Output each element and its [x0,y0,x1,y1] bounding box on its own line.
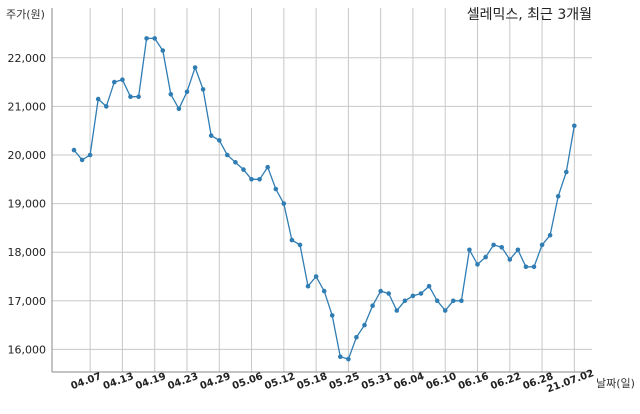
data-point [338,354,343,360]
data-point [329,313,335,318]
data-point [168,92,174,97]
data-point [564,169,569,175]
data-point [112,79,117,85]
chart-title: 셀레믹스, 최근 3개월 [467,7,592,23]
data-point [491,242,496,248]
y-axis-label: 주가(원) [6,8,45,21]
data-point [539,242,545,248]
y-tick-labels: 16,000 17,000 18,000 19,000 20,000 21,000 22,0… [8,52,47,357]
data-point [483,254,488,260]
data-point [362,322,367,328]
x-axis-label: 날짜(일) [596,376,635,390]
data-point [249,177,254,182]
data-point [442,308,448,313]
x-tick-label: 05.06 [231,371,265,392]
data-point [289,237,295,243]
x-tick-label: 04.13 [102,371,136,392]
y-tick-label: 20,000 [8,149,47,162]
data-point [257,177,262,182]
x-tick-label: 04.07 [70,371,104,392]
data-point [434,298,440,304]
data-point [192,65,198,70]
data-point [152,36,157,41]
y-tick-label: 18,000 [8,246,47,259]
x-tick-label: 06.22 [489,371,523,392]
y-tick-label: 17,000 [8,295,47,308]
series-line [73,37,575,360]
data-point [507,257,513,262]
data-point [313,274,319,279]
data-point [160,48,166,53]
data-point [120,77,125,82]
data-point [208,133,214,138]
data-point [386,291,392,296]
data-point [87,152,93,158]
data-point [459,298,464,304]
data-point [572,123,577,129]
data-point [233,160,238,165]
data-point [184,89,190,95]
data-point [128,94,133,99]
data-point [475,262,480,267]
data-point [346,356,351,362]
data-point [402,298,408,304]
x-tick-label: 04.23 [166,371,200,392]
data-point [531,264,537,270]
y-tick-label: 16,000 [8,343,47,356]
data-point [71,147,77,153]
data-point [241,167,246,172]
y-tick-label: 22,000 [8,52,47,65]
x-tick-label: 05.12 [263,371,297,392]
data-point [305,283,311,289]
data-point [273,186,279,192]
data-point [265,164,271,170]
data-point [144,36,149,41]
data-point [370,303,375,309]
data-point [499,245,505,250]
data-point [426,283,432,289]
x-tick-label: 04.19 [134,371,168,392]
data-point [394,308,400,313]
data-point [217,138,222,143]
x-tick-label: 05.18 [295,371,329,392]
x-tick-label: 06.04 [392,371,426,392]
x-tick-label: 04.29 [199,371,233,392]
y-tick-label: 19,000 [8,198,47,211]
x-tick-label: 05.31 [360,371,394,392]
data-point [176,106,182,112]
data-point [281,201,287,206]
data-point [523,264,529,270]
data-point [225,152,230,158]
data-point [467,247,472,253]
data-point [79,157,85,163]
data-point [451,298,456,304]
data-point [200,87,206,92]
x-tick-label: 05.25 [328,371,362,392]
data-points [71,36,577,362]
data-point [515,247,521,253]
data-point [547,232,553,238]
data-point [297,242,303,248]
data-point [95,96,101,102]
data-point [555,194,561,199]
data-point [104,104,109,109]
data-point [410,293,416,299]
grid-lines [52,8,592,372]
x-tick-label: 06.10 [425,371,459,392]
data-point [418,291,424,296]
x-tick-label: 06.16 [457,371,491,392]
data-point [136,94,141,99]
y-tick-label: 21,000 [8,100,47,113]
data-point [321,288,327,294]
data-point [354,335,359,340]
axes [51,8,592,373]
data-point [378,288,384,294]
